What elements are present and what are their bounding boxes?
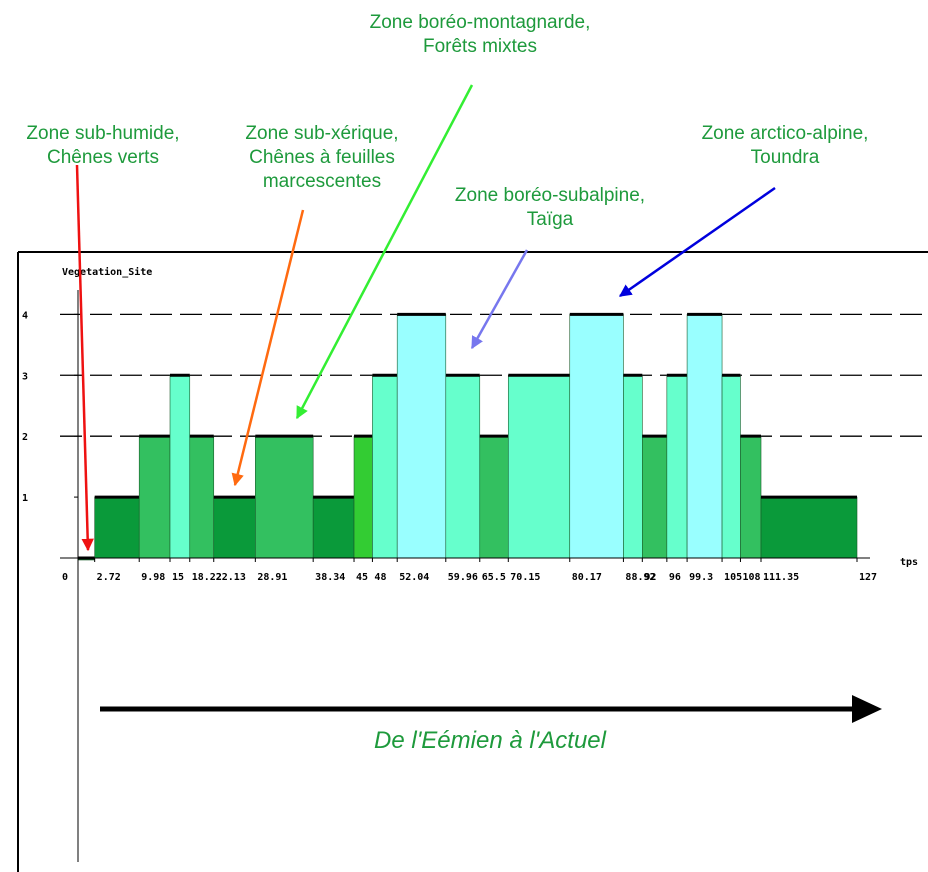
annotation-text: Zone boréo-subalpine, bbox=[455, 185, 645, 206]
annotation-text: Zone sub-xérique, bbox=[245, 123, 398, 144]
x-tick-label: 9.98 bbox=[141, 572, 165, 583]
annotation-text: Forêts mixtes bbox=[423, 36, 537, 57]
annotation-text: Zone sub-humide, bbox=[26, 123, 179, 144]
x-tick-label: 18.22 bbox=[192, 572, 222, 583]
chart-title: Vegetation_Site bbox=[62, 266, 152, 278]
bar bbox=[760, 496, 858, 559]
y-tick-label: 3 bbox=[22, 371, 28, 382]
x-tick-label: 15 bbox=[172, 572, 184, 583]
x-tick-label: 48 bbox=[374, 572, 386, 583]
bar bbox=[479, 435, 509, 559]
annotation-text: Toundra bbox=[751, 147, 820, 168]
x-tick-label: 65.5 bbox=[482, 572, 506, 583]
window-frame bbox=[17, 251, 928, 872]
caption: De l'Eémien à l'Actuel bbox=[374, 727, 607, 754]
bar bbox=[312, 496, 355, 559]
bar bbox=[372, 374, 398, 559]
x-tick-label: 22.13 bbox=[216, 572, 246, 583]
bar bbox=[569, 314, 624, 559]
bar bbox=[189, 435, 215, 559]
x-tick-label: 105 bbox=[724, 572, 742, 583]
bar bbox=[255, 435, 314, 559]
y-tick-label: 2 bbox=[22, 432, 28, 443]
annotation-text: Taïga bbox=[527, 209, 574, 230]
bar bbox=[396, 314, 447, 559]
bar bbox=[721, 374, 741, 559]
x-tick-label: 59.96 bbox=[448, 572, 478, 583]
bar bbox=[213, 496, 256, 559]
x-tick-label: 108 bbox=[742, 572, 760, 583]
bar bbox=[445, 374, 481, 559]
x-tick-label: 45 bbox=[356, 572, 368, 583]
bar bbox=[623, 374, 643, 559]
x-tick-label: 80.17 bbox=[572, 572, 602, 583]
x-tick-label: 2.72 bbox=[97, 572, 121, 583]
annotation-text: Chênes verts bbox=[47, 147, 159, 168]
bar bbox=[642, 435, 668, 559]
bar bbox=[507, 374, 571, 559]
x-tick-label: 127 bbox=[859, 572, 877, 583]
y-tick-label: 4 bbox=[22, 310, 28, 321]
bar bbox=[666, 374, 688, 559]
annotation-arrows bbox=[75, 84, 882, 723]
x-tick-label: 38.34 bbox=[315, 572, 345, 583]
annotation-text: marcescentes bbox=[263, 171, 381, 192]
bar bbox=[138, 435, 171, 559]
bar bbox=[353, 435, 373, 559]
annotation-text: Zone boréo-montagnarde, bbox=[370, 12, 591, 33]
x-tick-label: 52.04 bbox=[399, 572, 429, 583]
x-tick-label: 0 bbox=[62, 572, 68, 583]
x-tick-label: 70.15 bbox=[510, 572, 540, 583]
x-tick-label: 111.35 bbox=[763, 572, 799, 583]
x-axis-label: tps bbox=[900, 557, 918, 568]
annotation-text: Chênes à feuilles bbox=[249, 147, 395, 168]
x-tick-label: 92 bbox=[644, 572, 656, 583]
bar bbox=[740, 435, 762, 559]
y-tick-label: 1 bbox=[22, 493, 28, 504]
x-tick-label: 99.3 bbox=[689, 572, 713, 583]
x-tick-label: 88.92 bbox=[625, 572, 655, 583]
bar bbox=[686, 314, 723, 559]
annotation-text: Zone arctico-alpine, bbox=[702, 123, 869, 144]
x-tick-label: 96 bbox=[669, 572, 681, 583]
bar bbox=[94, 496, 140, 559]
x-tick-label: 28.91 bbox=[257, 572, 287, 583]
bar bbox=[169, 374, 191, 559]
